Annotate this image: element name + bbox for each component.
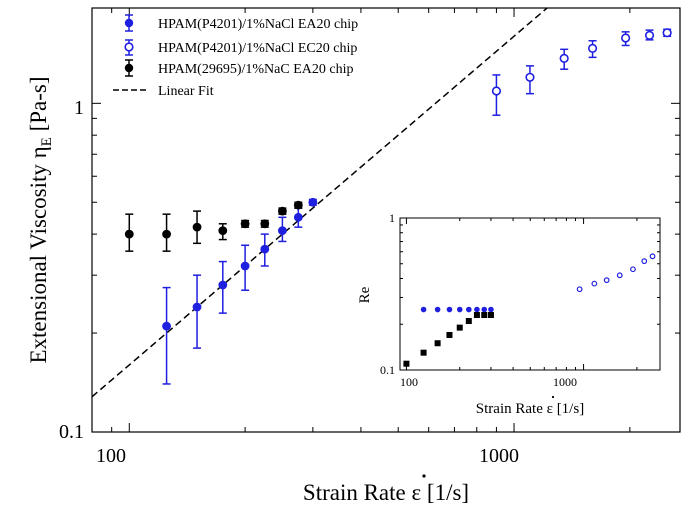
legend-ec20-label: HPAM(P4201)/1%NaCl EC20 chip <box>158 41 357 56</box>
inset-point-ea20-7 <box>481 306 488 313</box>
point-ea20-7 <box>293 212 303 222</box>
linear-fit-line <box>92 8 549 398</box>
inset-point-29695-9 <box>487 312 494 319</box>
point-ec20-6 <box>644 30 655 40</box>
point-29695-1 <box>124 229 134 239</box>
legend-ea20-marker <box>124 18 134 28</box>
inset-x-tick-label-1000: 1000 <box>553 375 577 389</box>
inset-axis-ticks <box>400 217 660 371</box>
inset-point-ea20-3 <box>446 306 453 313</box>
legend-entry-linear-fit: Linear Fit <box>113 84 214 99</box>
legend-entry-29695: HPAM(29695)/1%NaC EA20 chip <box>124 59 353 77</box>
inset-x-tick-label-100: 100 <box>400 375 418 389</box>
y-axis-title: Extensional Viscosity ηE [Pa-s] <box>26 76 55 363</box>
legend-29695-label: HPAM(29695)/1%NaC EA20 chip <box>158 62 353 77</box>
y-tick-label-1: 1 <box>74 97 84 119</box>
inset-point-29695-5 <box>456 324 463 331</box>
point-ec20-7 <box>662 28 672 38</box>
inset-point-ea20-4 <box>456 306 463 313</box>
inset-data-layer <box>403 253 656 367</box>
inset-point-ea20-1 <box>420 306 427 313</box>
point-29695-6 <box>260 219 270 229</box>
legend-29695-marker <box>124 63 134 73</box>
x-axis-title-dot <box>422 474 426 478</box>
point-29695-8 <box>293 200 303 210</box>
legend-ec20-marker <box>124 42 134 52</box>
inset-x-axis-title-dot <box>551 395 555 399</box>
point-ea20-3 <box>218 280 228 290</box>
y-tick-label-0-1: 0.1 <box>59 421 84 443</box>
inset-point-ea20-2 <box>434 306 441 313</box>
inset-point-29695-1 <box>403 360 410 367</box>
point-ea20-8 <box>308 197 318 207</box>
inset-point-ec20-6 <box>641 258 648 265</box>
point-ea20-5 <box>260 244 270 254</box>
main-plot-frame <box>91 7 681 433</box>
inset-point-29695-6 <box>465 318 472 325</box>
point-29695-3 <box>192 222 202 232</box>
point-29695-4 <box>218 226 228 235</box>
legend-entry-ea20: HPAM(P4201)/1%NaCl EA20 chip <box>124 14 358 32</box>
inset-plot-background <box>400 218 660 370</box>
x-tick-label-1000: 1000 <box>479 445 519 467</box>
inset-point-29695-3 <box>434 340 441 347</box>
point-ec20-1 <box>491 86 502 96</box>
point-29695-7 <box>277 206 287 216</box>
legend-linear-fit-label: Linear Fit <box>158 84 214 99</box>
inset-point-ec20-7 <box>649 253 656 260</box>
legend-ea20-label: HPAM(P4201)/1%NaCl EA20 chip <box>158 17 358 32</box>
point-ea20-6 <box>277 226 287 235</box>
legend: HPAM(P4201)/1%NaCl EA20 chip HPAM(P4201)… <box>113 14 358 99</box>
legend-entry-ec20: HPAM(P4201)/1%NaCl EC20 chip <box>124 39 357 56</box>
point-ea20-2 <box>192 302 202 312</box>
inset-point-ea20-6 <box>474 306 480 313</box>
point-ec20-2 <box>525 72 535 82</box>
main-data-layer <box>92 8 672 398</box>
inset-point-29695-8 <box>481 312 488 319</box>
inset-point-ea20-8 <box>488 306 494 313</box>
inset-epsilon-dot-symbol: ε <box>547 401 553 417</box>
inset-point-29695-4 <box>446 331 453 338</box>
point-ec20-5 <box>621 33 631 43</box>
inset-x-axis-title: Strain Rate ε [1/s] <box>476 401 584 417</box>
point-29695-5 <box>240 219 250 229</box>
point-29695-2 <box>162 229 171 239</box>
inset-point-ec20-4 <box>616 272 623 279</box>
inset-y-tick-label-0-1: 0.1 <box>380 363 395 377</box>
inset-point-ec20-2 <box>591 280 598 287</box>
inset-point-ec20-5 <box>630 266 636 273</box>
y-axis-title-subscript: E <box>39 137 55 146</box>
x-tick-label-100: 100 <box>96 445 126 467</box>
epsilon-dot-symbol: ε <box>412 480 422 505</box>
inset-y-tick-label-1: 1 <box>389 211 395 225</box>
inset-point-29695-2 <box>420 349 427 356</box>
inset-point-ec20-1 <box>576 286 583 293</box>
point-ec20-4 <box>587 43 598 53</box>
main-axis-ticks <box>91 8 680 433</box>
inset-y-axis-title: Re <box>357 286 373 303</box>
point-ea20-4 <box>240 261 250 271</box>
point-ec20-3 <box>559 53 569 63</box>
x-axis-title: Strain Rate ε [1/s] <box>303 480 469 505</box>
inset-point-29695-7 <box>473 312 480 319</box>
inset-point-ea20-5 <box>466 306 472 313</box>
point-ea20-1 <box>162 321 171 331</box>
inset-point-ec20-3 <box>603 277 610 284</box>
